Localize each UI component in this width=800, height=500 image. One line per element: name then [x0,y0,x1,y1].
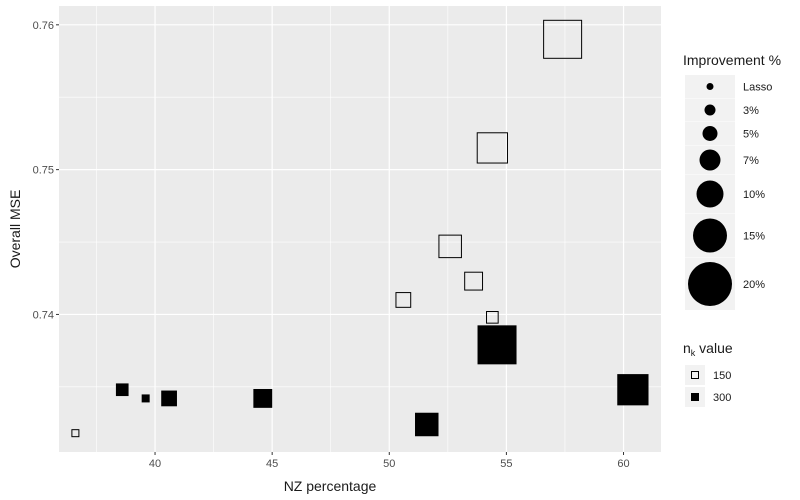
shape-legend-label: 300 [713,392,731,404]
point-nk-300 [115,383,129,397]
point-nk-300 [161,390,177,407]
point-nk-300 [253,388,273,408]
point-nk-150 [543,19,583,59]
size-legend-label: 3% [743,105,759,117]
data-points [71,19,649,438]
size-legend-dot [699,149,721,171]
y-tick-label: 0.74 [33,309,54,321]
size-legend-label: 20% [743,279,765,291]
point-nk-300 [415,412,439,437]
size-legend-dot [696,180,724,208]
size-legend-label: Lasso [743,82,772,94]
x-tick-label: 50 [383,458,395,470]
point-nk-150 [464,271,484,291]
x-tick-label: 55 [500,458,512,470]
shape-legend-key [685,365,705,385]
point-nk-150 [476,132,508,164]
y-tick-label: 0.76 [33,20,54,32]
size-legend: Improvement % Lasso 3% 5% 7% 10% 15% 20% [683,52,781,310]
shape-legend-square [691,371,699,379]
size-legend-dot [706,83,714,90]
shape-legend-title-main: n [683,340,691,356]
x-axis-title: NZ percentage [284,478,377,494]
size-legend-dot [688,262,732,306]
size-legend-label: 5% [743,129,759,141]
shape-legend-title: nk value [683,340,733,358]
size-legend-label: 7% [743,155,759,167]
y-axis-title: Overall MSE [7,190,23,269]
point-nk-150 [438,234,462,259]
shape-legend-square [691,393,699,401]
size-legend-dot [702,126,718,141]
x-tick-label: 45 [266,458,278,470]
size-legend-label: 10% [743,189,765,201]
point-nk-150 [395,292,412,308]
size-legend-label: 15% [743,231,765,243]
x-tick-label: 40 [149,458,161,470]
size-legend-dot [704,104,716,116]
axis-ticks: 40 45 50 55 60 0.74 0.75 0.76 [33,20,630,470]
shape-legend: nk value 150 300 [683,340,733,407]
point-nk-300 [617,374,649,406]
point-nk-150 [486,311,499,324]
x-tick-label: 60 [617,458,629,470]
shape-legend-title-sub: k [691,348,696,358]
point-nk-150 [71,429,80,438]
shape-legend-title-rest: value [695,340,733,356]
size-legend-dot [693,218,727,253]
size-legend-title: Improvement % [683,52,781,68]
y-tick-label: 0.75 [33,165,54,177]
shape-legend-label: 150 [713,370,731,382]
panel-background [59,6,661,452]
point-nk-300 [141,394,150,403]
point-nk-300 [477,325,517,365]
